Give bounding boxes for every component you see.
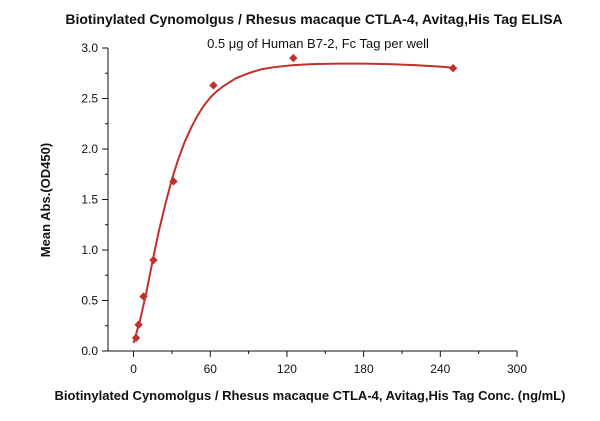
x-axis-label: Biotinylated Cynomolgus / Rhesus macaque… xyxy=(55,388,566,403)
x-tick-label: 60 xyxy=(204,362,218,376)
y-tick-label: 1.5 xyxy=(81,193,98,207)
data-point-marker xyxy=(209,81,218,90)
x-tick-label: 120 xyxy=(277,362,297,376)
x-tick-label: 180 xyxy=(354,362,374,376)
data-point-marker xyxy=(169,177,178,186)
x-axis-ticks: 0 60 120 180 240 300 xyxy=(130,351,527,376)
chart-title: Biotinylated Cynomolgus / Rhesus macaque… xyxy=(65,11,562,27)
data-point-marker xyxy=(131,333,141,343)
x-tick-label: 300 xyxy=(507,362,527,376)
fit-curve-line xyxy=(132,62,454,344)
y-axis-label: Mean Abs.(OD450) xyxy=(38,143,53,257)
y-tick-label: 0.5 xyxy=(81,294,98,308)
y-axis-ticks: 0.0 0.5 1.0 1.5 2.0 2.5 3.0 xyxy=(81,41,108,358)
y-tick-label: 2.5 xyxy=(81,92,98,106)
data-points xyxy=(131,53,458,343)
data-point-marker xyxy=(139,292,148,301)
y-tick-label: 0.0 xyxy=(81,344,98,358)
data-point-marker xyxy=(134,320,143,329)
y-tick-label: 1.0 xyxy=(81,243,98,257)
data-point-marker xyxy=(448,64,458,73)
y-tick-label: 3.0 xyxy=(81,41,98,55)
x-tick-label: 240 xyxy=(430,362,450,376)
data-point-marker xyxy=(149,255,158,265)
data-point-marker xyxy=(289,53,298,63)
y-tick-label: 2.0 xyxy=(81,142,98,156)
x-tick-label: 0 xyxy=(130,362,137,376)
chart-subtitle: 0.5 μg of Human B7-2, Fc Tag per well xyxy=(207,36,429,51)
